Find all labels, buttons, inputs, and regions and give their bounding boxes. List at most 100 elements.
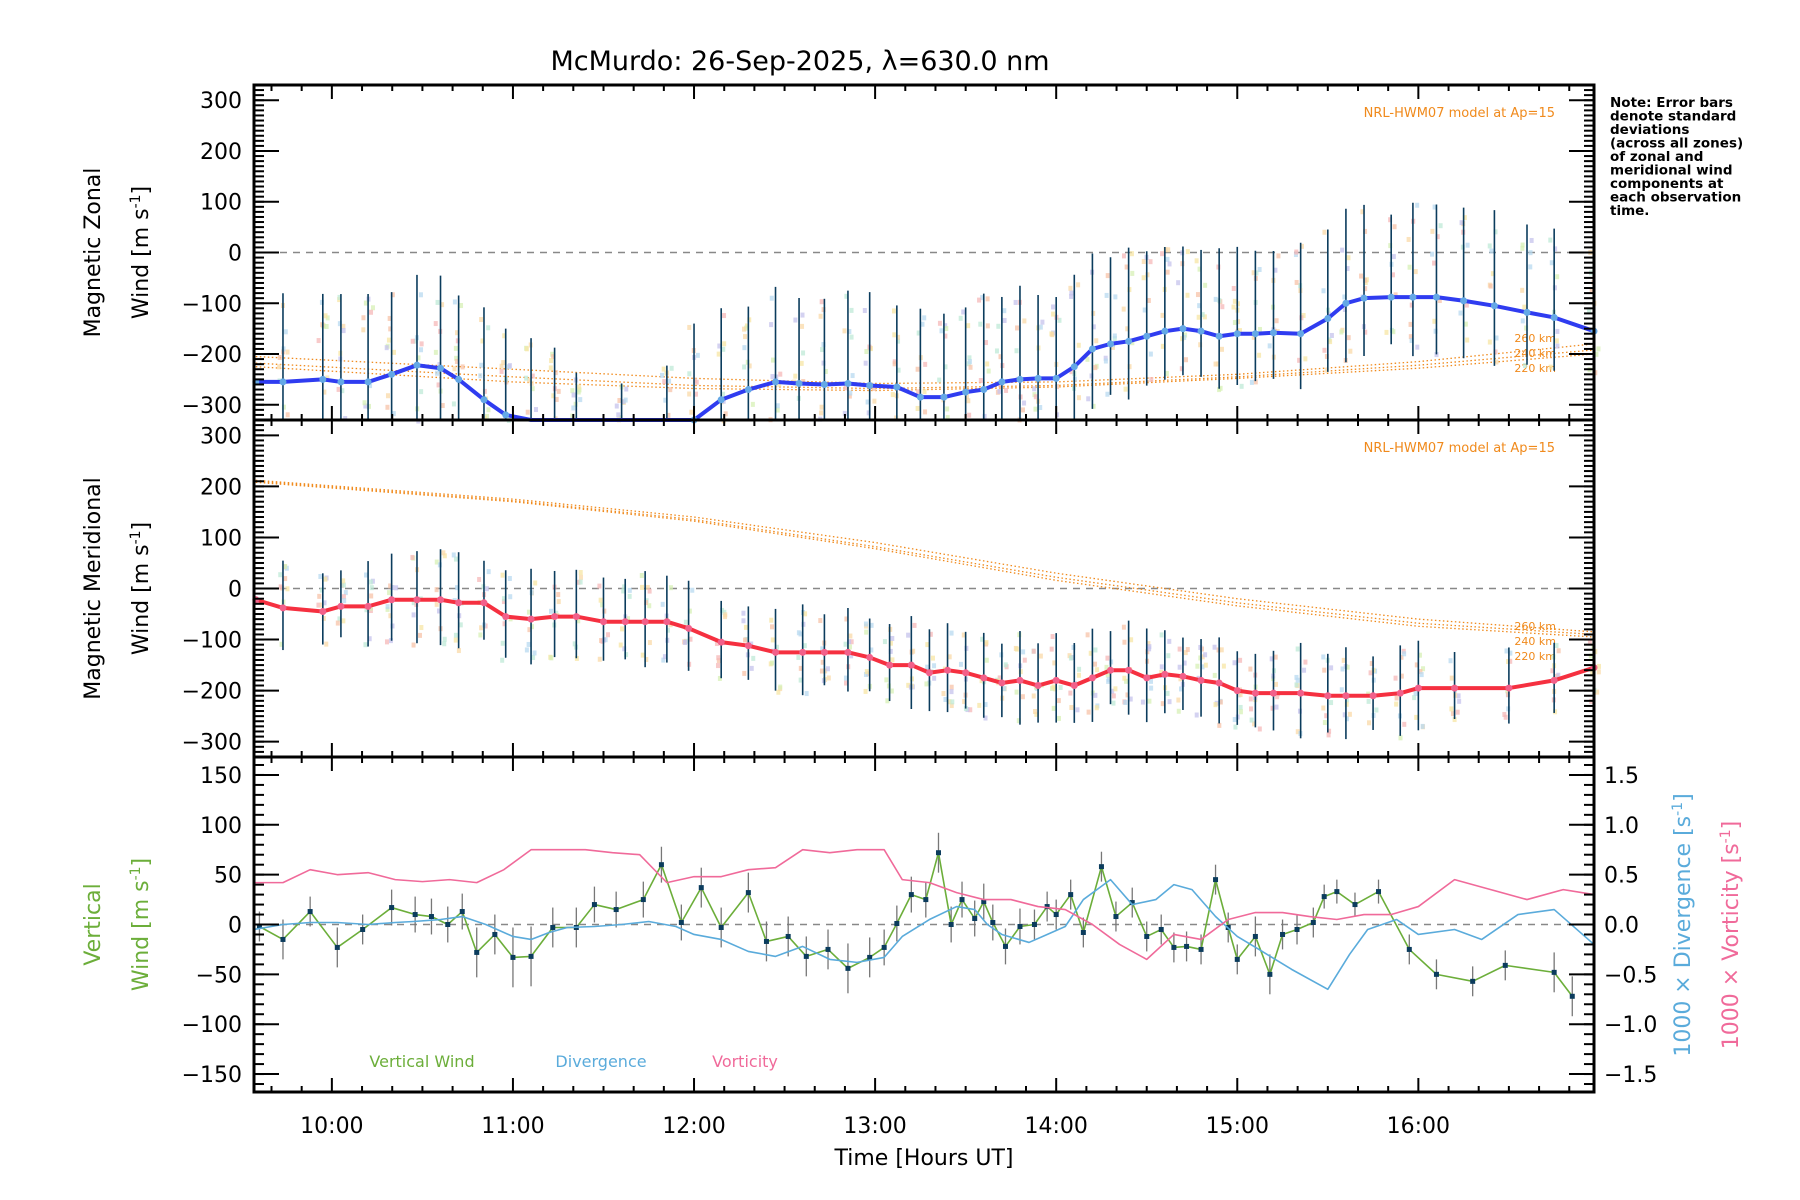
zone-sample-point (950, 699, 955, 705)
zone-sample-point (1556, 672, 1561, 678)
vertical-wind-point (1184, 943, 1190, 949)
zone-sample-point (1051, 311, 1056, 317)
zone-sample-point (1270, 705, 1275, 711)
zone-sample-point (1105, 273, 1110, 279)
model-altitude-label: 240 km (1514, 347, 1556, 360)
series-point (319, 375, 327, 383)
zone-sample-point (1520, 242, 1525, 248)
zone-sample-point (949, 689, 954, 695)
model-altitude-label: 240 km (1514, 635, 1556, 648)
zone-sample-point (1231, 304, 1236, 310)
series-point (599, 618, 607, 626)
series-point (480, 396, 488, 404)
zone-sample-point (1112, 336, 1117, 342)
y-axis-label-line1: Vertical (81, 883, 106, 965)
zone-sample-point (556, 388, 561, 394)
zone-sample-point (1506, 659, 1511, 665)
series-point (744, 386, 752, 394)
zone-sample-point (1555, 328, 1560, 334)
zone-sample-point (821, 360, 826, 366)
zone-sample-point (1203, 282, 1208, 288)
zone-sample-point (459, 303, 464, 309)
zone-sample-point (1409, 302, 1414, 308)
zone-sample-point (994, 348, 999, 354)
zone-sample-point (551, 354, 556, 360)
zone-sample-point (1359, 273, 1364, 279)
series-point (799, 648, 807, 656)
zone-sample-point (410, 338, 415, 344)
zone-sample-point (793, 317, 798, 323)
zone-sample-point (486, 569, 491, 575)
zone-sample-point (741, 610, 746, 616)
zone-sample-point (937, 377, 942, 383)
zone-sample-point (1121, 624, 1126, 630)
zone-sample-point (967, 412, 972, 418)
zone-sample-point (849, 639, 854, 645)
series-line-divergence (253, 878, 1595, 991)
series-point (1088, 674, 1096, 682)
zone-sample-point (977, 297, 982, 303)
zone-sample-point (1165, 690, 1170, 696)
zone-sample-point (1147, 698, 1152, 704)
zone-sample-point (1409, 338, 1414, 344)
vertical-wind-point (613, 907, 619, 913)
zone-sample-point (775, 407, 780, 413)
vertical-wind-point (959, 897, 965, 903)
zone-sample-point (820, 347, 825, 353)
zone-sample-point (1341, 657, 1346, 663)
zone-sample-point (1249, 379, 1254, 385)
zone-sample-point (1458, 310, 1463, 316)
zone-sample-point (1303, 356, 1308, 362)
zone-sample-point (941, 691, 946, 697)
zone-sample-point (958, 315, 963, 321)
zone-sample-point (1159, 664, 1164, 670)
zone-sample-point (477, 576, 482, 582)
zone-sample-point (742, 670, 747, 676)
zone-sample-point (687, 608, 692, 614)
zone-sample-point (1248, 696, 1253, 702)
model-line-220km (255, 481, 1595, 638)
zone-sample-point (479, 362, 484, 368)
zone-sample-point (455, 338, 460, 344)
zone-sample-point (1052, 660, 1057, 666)
zone-sample-point (1399, 673, 1404, 679)
zone-sample-point (1106, 676, 1111, 682)
y-axis-label-line2-part: ] (129, 522, 154, 531)
zone-sample-point (1179, 686, 1184, 692)
zone-sample-point (1487, 339, 1492, 345)
zone-sample-point (889, 688, 894, 694)
y-axis-label-line2: Wind [m s-1] (128, 186, 154, 319)
zone-sample-point (998, 382, 1003, 388)
zone-sample-point (820, 646, 825, 652)
zone-sample-point (1068, 655, 1073, 661)
zone-sample-point (1432, 260, 1437, 266)
series-point (1215, 332, 1223, 340)
vertical-wind-point (528, 953, 534, 959)
series-point (1197, 327, 1205, 335)
zone-sample-point (825, 666, 830, 672)
zone-sample-point (1430, 251, 1435, 257)
zone-sample-point (1413, 690, 1418, 696)
zone-sample-point (387, 315, 392, 321)
zone-sample-point (283, 329, 288, 335)
zone-sample-point (1237, 328, 1242, 334)
zone-sample-point (1294, 249, 1299, 255)
zone-sample-point (1408, 334, 1413, 340)
series-point (1451, 684, 1459, 692)
zone-sample-point (928, 631, 933, 637)
zone-sample-point (336, 386, 341, 392)
vertical-wind-point (845, 965, 851, 971)
zone-sample-point (770, 624, 775, 630)
series-point (1125, 337, 1133, 345)
zone-sample-point (1413, 269, 1418, 275)
zone-sample-point (385, 393, 390, 399)
zone-sample-point (385, 404, 390, 410)
vertical-wind-point (894, 921, 900, 927)
model-altitude-label: 220 km (1514, 650, 1556, 663)
zone-sample-point (1363, 286, 1368, 292)
vertical-wind-point (1334, 889, 1340, 895)
zone-sample-point (1494, 335, 1499, 341)
zone-sample-point (526, 609, 531, 615)
y-tick-label: −200 (182, 680, 242, 705)
zone-sample-point (1414, 714, 1419, 720)
